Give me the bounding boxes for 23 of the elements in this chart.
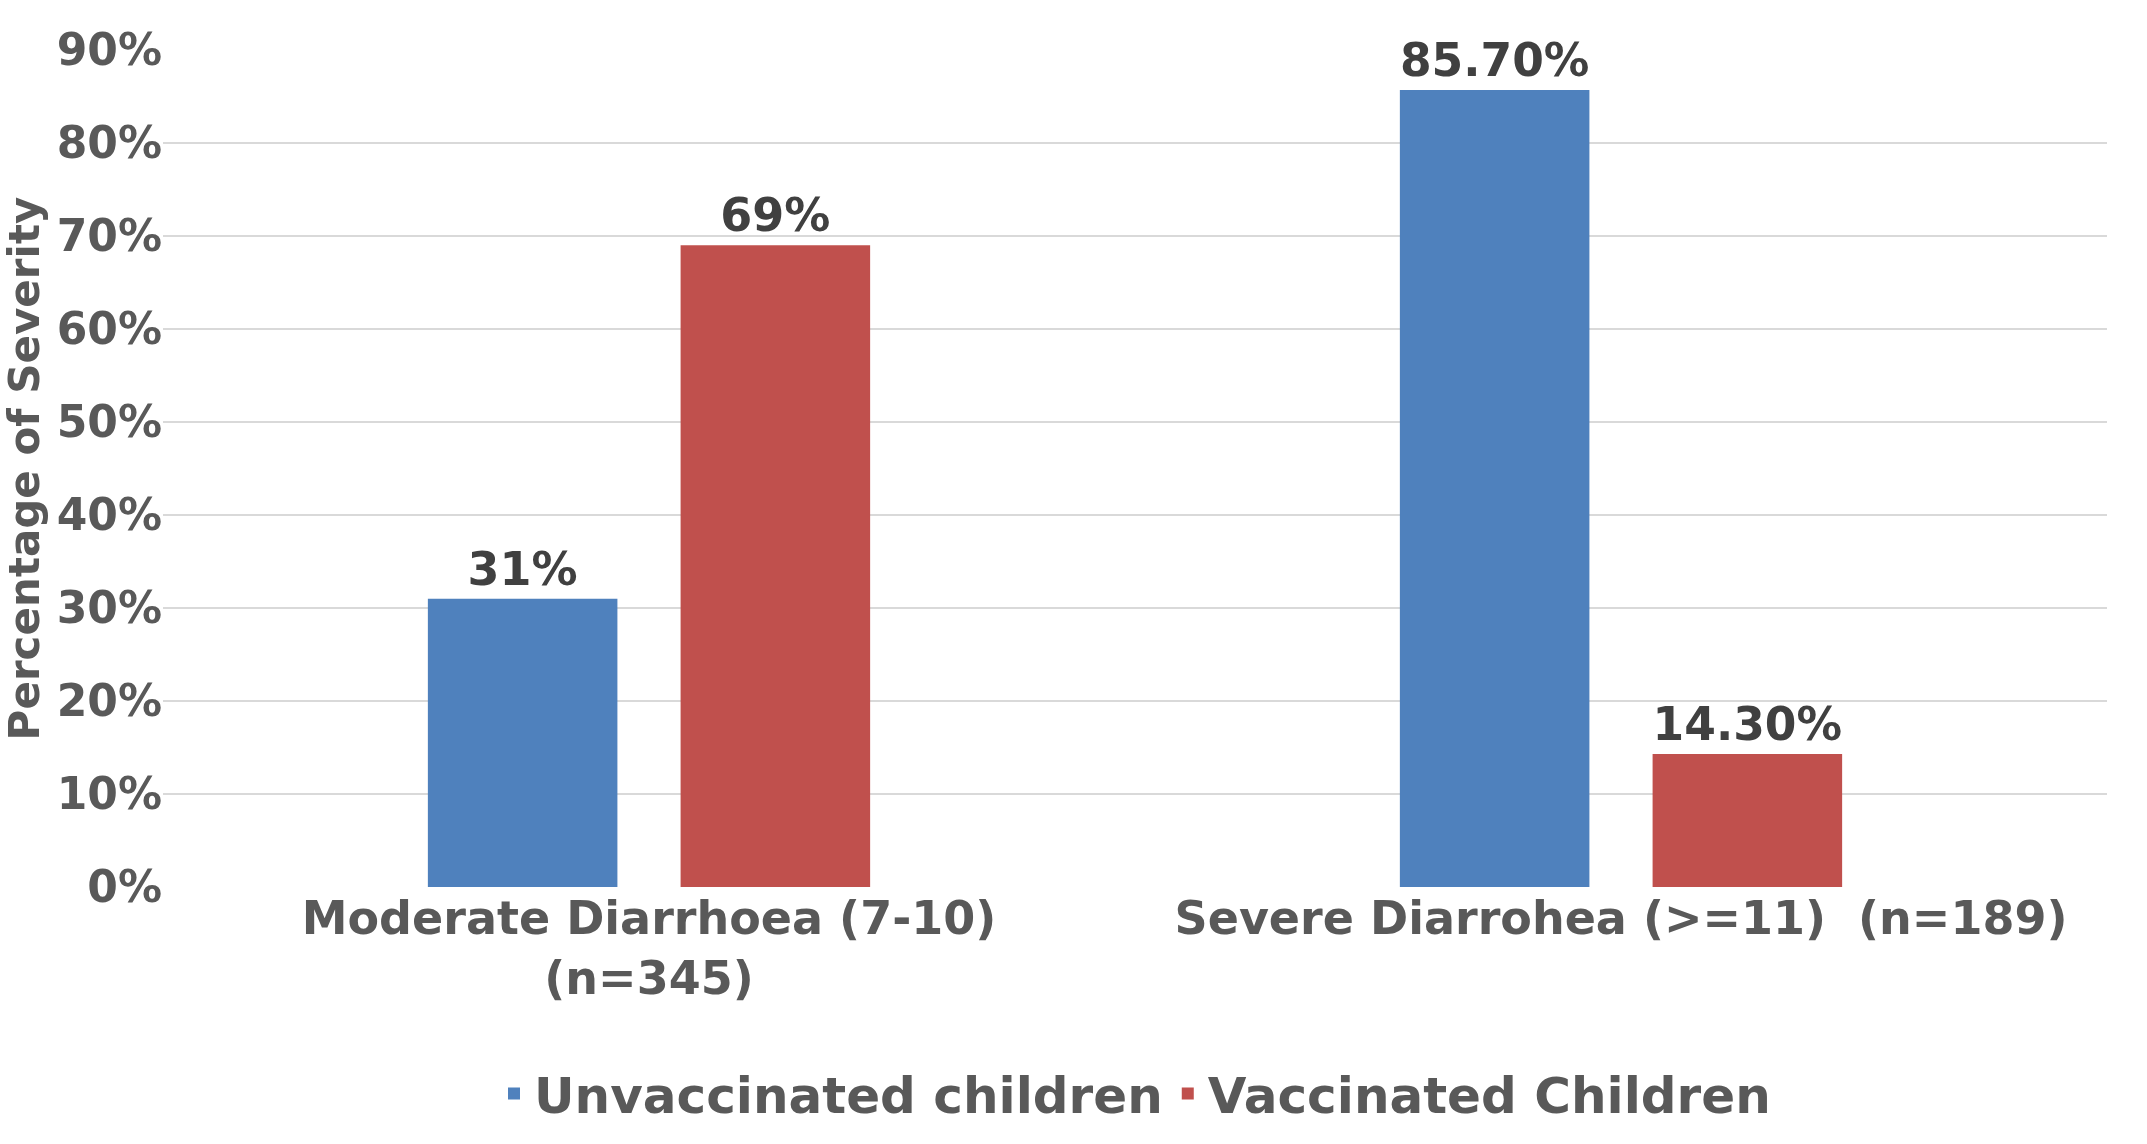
y-tick-label: 40% xyxy=(56,489,162,541)
bar xyxy=(427,598,618,887)
y-tick-label: 70% xyxy=(56,210,162,262)
bar xyxy=(680,245,871,887)
bar xyxy=(1399,89,1590,887)
legend-label: Vaccinated Children xyxy=(1207,1066,1771,1125)
data-label: 69% xyxy=(720,188,831,243)
data-label: 31% xyxy=(467,541,578,596)
bar xyxy=(1652,754,1843,887)
y-tick-label: 60% xyxy=(56,303,162,355)
y-axis-title: Percentage of Severity xyxy=(0,196,49,741)
y-tick-label: 90% xyxy=(56,24,162,76)
data-label: 85.70% xyxy=(1399,34,1590,88)
y-tick-label: 30% xyxy=(56,582,162,634)
y-tick-label: 50% xyxy=(56,396,162,448)
y-tick-label: 20% xyxy=(56,675,162,727)
legend-label: Unvaccinated children xyxy=(534,1066,1163,1125)
y-tick-label: 10% xyxy=(56,768,162,820)
y-tick-label: 0% xyxy=(87,861,162,913)
x-tick-label: Moderate Diarrhoea (7-10) (n=345) xyxy=(301,891,997,1005)
y-tick-label: 80% xyxy=(56,117,162,169)
data-label: 14.30% xyxy=(1652,698,1843,752)
x-tick-label: Severe Diarrohea (>=11) (n=189) xyxy=(1174,891,2068,945)
